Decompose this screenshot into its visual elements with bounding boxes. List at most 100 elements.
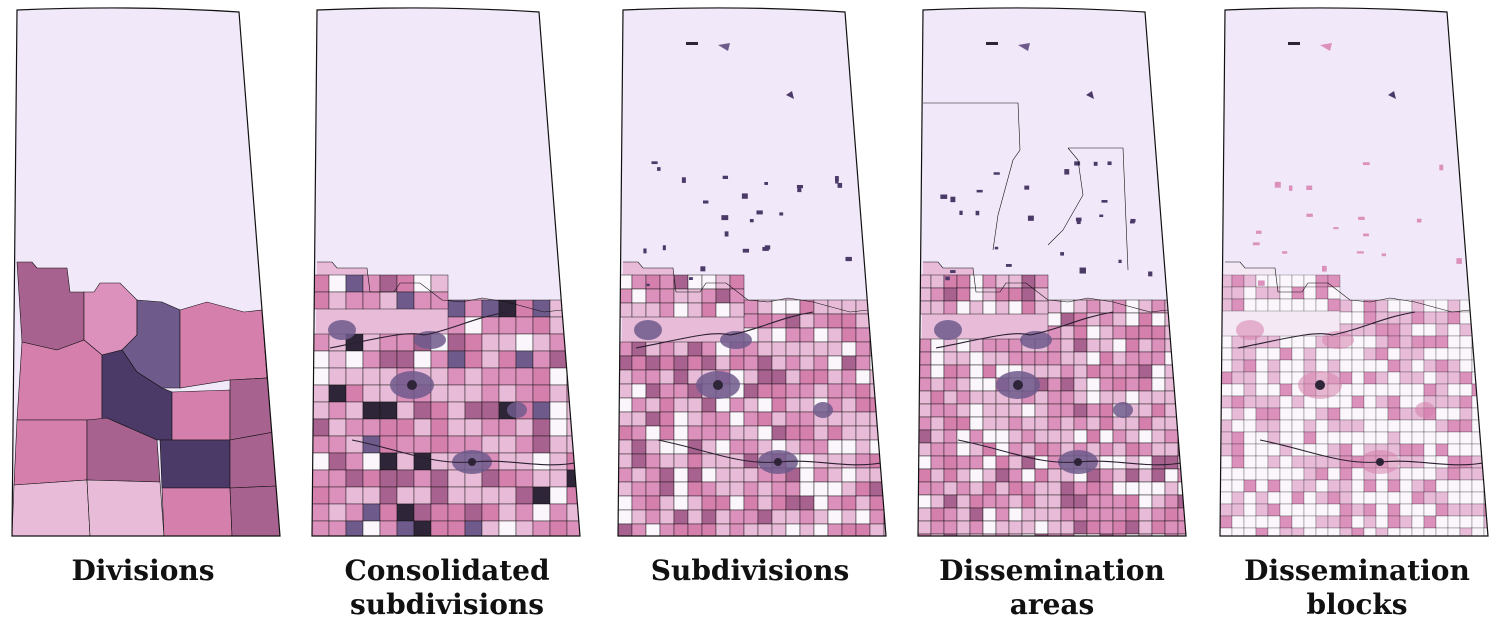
- region-cell: [1303, 359, 1317, 373]
- region-cell: [995, 274, 1010, 289]
- region-cell: [1191, 300, 1204, 313]
- region-cell: [631, 369, 647, 385]
- region-cell: [841, 453, 857, 469]
- region-cell: [1303, 455, 1317, 469]
- region-cell: [884, 538, 898, 552]
- region-cell: [841, 509, 857, 525]
- region-cell: [431, 538, 448, 555]
- region-cell: [1315, 286, 1329, 300]
- region-cell: [515, 350, 534, 369]
- region-cell: [883, 453, 886, 469]
- region-cell: [1255, 395, 1269, 409]
- region-cell: [1291, 527, 1305, 536]
- region-cell: [1351, 407, 1365, 421]
- region-cell: [918, 494, 932, 509]
- region-cell: [1339, 311, 1353, 325]
- region-cell: [1375, 311, 1389, 325]
- region-cell: [1279, 455, 1293, 469]
- region-cell: [729, 302, 745, 318]
- region-cell: [772, 538, 786, 552]
- region-cell: [532, 316, 551, 335]
- settlement-patch: [749, 219, 754, 223]
- region-cell: [1047, 468, 1062, 483]
- settlement-patch: [1255, 230, 1262, 234]
- settlement-patch: [662, 245, 666, 251]
- region-cell: [982, 455, 997, 470]
- region-cell: [883, 397, 886, 413]
- region-cell: [1435, 503, 1449, 517]
- settlement-patch: [959, 210, 963, 215]
- region-cell: [1327, 359, 1341, 373]
- region-cell: [362, 350, 381, 369]
- region-cell: [1177, 312, 1186, 327]
- region-cell: [549, 418, 568, 437]
- region-cell: [1423, 455, 1437, 469]
- region-cell: [1138, 533, 1153, 536]
- region-cell: [1164, 312, 1179, 327]
- settlement-patch: [1099, 214, 1104, 218]
- region-cell: [1483, 455, 1488, 469]
- settlement-patch: [643, 248, 647, 254]
- region-cell: [1459, 419, 1473, 433]
- region-cell: [1073, 533, 1088, 536]
- region-cell: [1231, 286, 1245, 300]
- region-cell: [1267, 455, 1281, 469]
- region-cell: [1339, 419, 1353, 433]
- region-cell: [1021, 429, 1036, 444]
- region-cell: [813, 327, 829, 343]
- region-cell: [1399, 443, 1413, 457]
- region-cell: [995, 468, 1010, 483]
- region-cell: [1375, 299, 1389, 313]
- region-cell: [1387, 299, 1401, 313]
- region-cell: [1291, 455, 1305, 469]
- region-cell: [1423, 491, 1437, 505]
- dense-area: [507, 402, 527, 418]
- region-cell: [1351, 479, 1365, 493]
- northern-settlements: [1252, 42, 1462, 286]
- region-cell: [982, 351, 997, 366]
- region-cell: [813, 341, 829, 357]
- region-cell: [1267, 491, 1281, 505]
- region-cell: [1164, 377, 1179, 392]
- region-cell: [1125, 507, 1140, 522]
- region-cell: [1387, 347, 1401, 361]
- region-cell: [1243, 419, 1257, 433]
- region-cell: [1177, 533, 1186, 536]
- region-cell: [515, 316, 534, 335]
- region-cell: [631, 341, 647, 357]
- region-cell: [1459, 455, 1473, 469]
- region-cell: [631, 397, 647, 413]
- region-cell: [659, 481, 675, 497]
- region-cell: [1447, 467, 1461, 481]
- region-cell: [396, 401, 415, 420]
- region-cell: [1399, 323, 1413, 337]
- region-cell: [730, 538, 744, 552]
- region-cell: [969, 533, 984, 536]
- region-cell: [631, 302, 647, 318]
- region-cell: [645, 288, 661, 304]
- region-cell: [1255, 347, 1269, 361]
- region-cell: [631, 509, 647, 525]
- region-cell: [969, 274, 984, 289]
- region-cell: [1363, 407, 1377, 421]
- region-cell: [771, 425, 787, 441]
- region-cell: [1471, 371, 1485, 385]
- region-cell: [1267, 503, 1281, 517]
- region-cell: [566, 418, 580, 437]
- region-cell: [1060, 429, 1075, 444]
- region-cell: [362, 367, 381, 386]
- region-cell: [312, 384, 330, 403]
- region-cell: [701, 411, 717, 427]
- region-cell: [1021, 533, 1036, 536]
- region-cell: [379, 418, 398, 437]
- region-cell: [799, 495, 815, 511]
- region-cell: [883, 313, 886, 329]
- region-cell: [1073, 520, 1088, 535]
- region-cell: [516, 538, 533, 555]
- region-cell: [1034, 300, 1049, 315]
- region-cell: [757, 425, 773, 441]
- region-cell: [1034, 507, 1049, 522]
- settlement-patch: [681, 177, 686, 183]
- region-cell: [883, 369, 886, 385]
- region-cell: [379, 503, 398, 522]
